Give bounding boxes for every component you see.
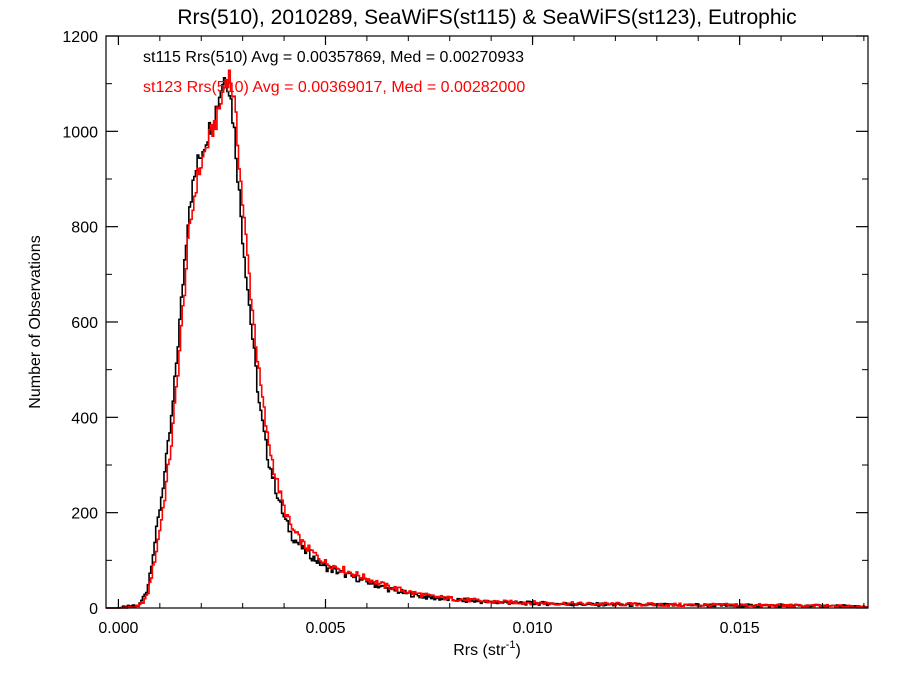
y-tick-label: 200	[71, 506, 98, 523]
series-st115-histogram	[106, 78, 868, 608]
y-tick-label: 800	[71, 220, 98, 237]
series-st123-annotation: st123 Rrs(510) Avg = 0.00369017, Med = 0…	[143, 79, 525, 96]
x-tick-label: 0.010	[513, 620, 553, 637]
axis-ticks: 0.000 0.005 0.010 0.015 0 200 400 600 800 1000 120…	[62, 29, 868, 637]
y-tick-label: 0	[89, 601, 98, 618]
y-tick-label: 400	[71, 410, 98, 427]
plot-frame	[106, 36, 868, 608]
x-tick-label: 0.005	[305, 620, 345, 637]
x-axis-label-sup: -1	[506, 639, 516, 651]
x-tick-label: 0.015	[720, 620, 760, 637]
series-st115-annotation: st115 Rrs(510) Avg = 0.00357869, Med = 0…	[143, 49, 524, 66]
chart-title: Rrs(510), 2010289, SeaWiFS(st115) & SeaW…	[177, 6, 796, 29]
x-axis-label-close: )	[515, 642, 520, 659]
series-st123-histogram	[106, 70, 868, 608]
x-axis-label: Rrs (str-1)	[453, 639, 521, 659]
y-axis-label: Number of Observations	[27, 235, 44, 408]
y-tick-label: 600	[71, 315, 98, 332]
x-tick-label: 0.000	[98, 620, 138, 637]
plot-area	[106, 70, 868, 608]
x-axis-label-main: Rrs (str	[453, 642, 506, 659]
y-tick-label: 1200	[62, 29, 98, 46]
y-tick-label: 1000	[62, 124, 98, 141]
